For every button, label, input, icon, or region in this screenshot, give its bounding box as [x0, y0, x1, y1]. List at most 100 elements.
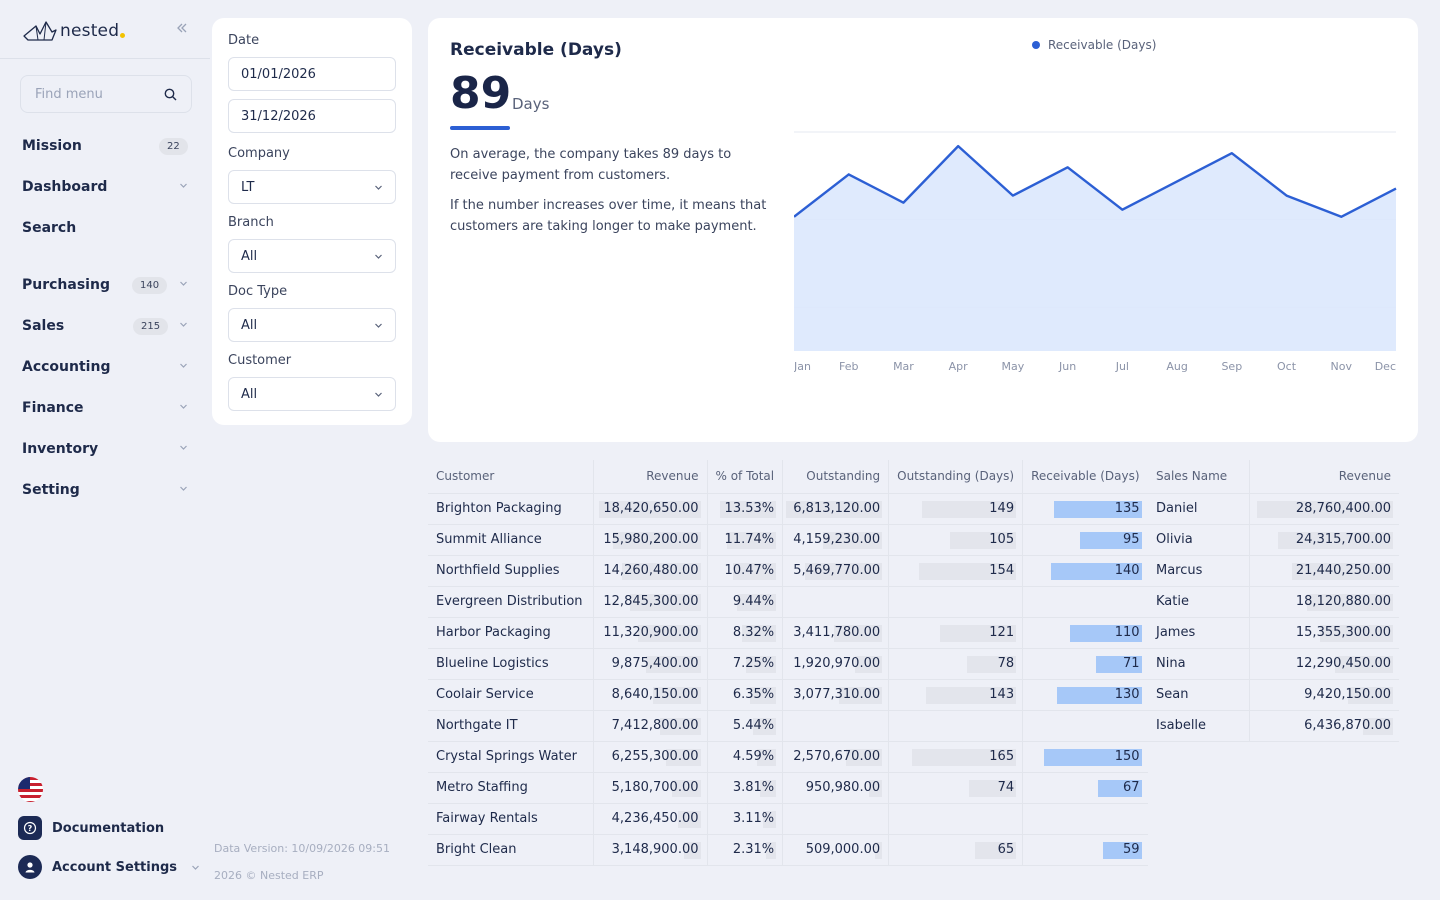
date-from-field[interactable]: 01/01/2026	[228, 57, 396, 91]
column-header-revenue[interactable]: Revenue	[593, 460, 708, 494]
pct-total-cell: 3.11%	[707, 803, 784, 835]
sidebar-item-sales[interactable]: Sales 215	[22, 314, 192, 338]
x-tick-label: Oct	[1277, 360, 1297, 373]
table-row[interactable]: Evergreen Distribution 12,845,300.00 9.44%	[428, 586, 1148, 618]
table-row[interactable]: Olivia 24,315,700.00	[1148, 524, 1399, 556]
cell-value: 9,420,150.00	[1304, 687, 1391, 702]
receivable-days-card: Receivable (Days) 89 Days On average, th…	[428, 18, 1418, 442]
sales-revenue-cell: 18,120,880.00	[1249, 586, 1399, 618]
date-from-value: 01/01/2026	[241, 66, 316, 82]
pct-total-cell: 2.31%	[707, 834, 784, 866]
search-icon[interactable]	[164, 88, 177, 101]
value-bar	[1043, 748, 1142, 766]
table-row[interactable]: Northgate IT 7,412,800.00 5.44%	[428, 710, 1148, 742]
sales-revenue-cell: 6,436,870.00	[1249, 710, 1399, 742]
table-row[interactable]: Bright Clean 3,148,900.00 2.31% 509,000.00 6…	[428, 834, 1148, 866]
legend-marker	[1032, 41, 1040, 49]
logo-dot	[120, 32, 126, 38]
value-bar	[1292, 562, 1393, 580]
table-row[interactable]: James 15,355,300.00	[1148, 617, 1399, 649]
customer-name-cell: Summit Alliance	[428, 524, 594, 556]
find-menu	[20, 75, 192, 113]
count-badge: 215	[133, 317, 169, 335]
sidebar-item-accounting[interactable]: Accounting	[22, 355, 192, 379]
sidebar-item-inventory[interactable]: Inventory	[22, 437, 192, 461]
outstanding-cell	[782, 803, 890, 835]
sidebar-item-finance[interactable]: Finance	[22, 396, 192, 420]
customer-select[interactable]: All	[228, 377, 396, 411]
cell-value: 5,180,700.00	[611, 780, 699, 795]
value-bar	[683, 841, 701, 859]
table-row[interactable]: Crystal Springs Water 6,255,300.00 4.59% 2,…	[428, 741, 1148, 773]
table-row[interactable]: Daniel 28,760,400.00	[1148, 493, 1399, 525]
column-header-sales-name[interactable]: Sales Name	[1148, 460, 1250, 494]
value-bar	[652, 686, 701, 704]
date-to-field[interactable]: 31/12/2026	[228, 99, 396, 133]
receivable-days-cell	[1022, 586, 1148, 618]
table-row[interactable]: Brighton Packaging 18,420,650.00 13.53% 6,8…	[428, 493, 1148, 525]
sidebar-item-label: Inventory	[22, 441, 99, 457]
cell-value: 14,260,480.00	[603, 563, 699, 578]
sidebar-item-mission[interactable]: Mission 22	[22, 134, 192, 158]
cell-value: 6,436,870.00	[1304, 718, 1391, 733]
table-row[interactable]: Coolair Service 8,640,150.00 6.35% 3,077,31…	[428, 679, 1148, 711]
outstanding-days-cell	[888, 803, 1024, 835]
table-row[interactable]: Isabelle 6,436,870.00	[1148, 710, 1399, 742]
sidebar-item-search[interactable]: Search	[22, 216, 192, 240]
chart-legend[interactable]: Receivable (Days)	[1032, 38, 1156, 52]
cell-value: 6,255,300.00	[611, 749, 699, 764]
table-row[interactable]: Metro Staffing 5,180,700.00 3.81% 950,980.0…	[428, 772, 1148, 804]
outstanding-cell: 2,570,670.00	[782, 741, 890, 773]
sidebar-item-label: Finance	[22, 400, 84, 416]
column-header-sales-revenue[interactable]: Revenue	[1249, 460, 1399, 494]
account-settings-link[interactable]: Account Settings	[18, 855, 200, 879]
sidebar-item-dashboard[interactable]: Dashboard	[22, 175, 192, 199]
sidebar-item-setting[interactable]: Setting	[22, 478, 192, 502]
sidebar-item-label: Dashboard	[22, 179, 108, 195]
value-bar	[760, 779, 777, 797]
column-header-receivable-days[interactable]: Receivable (Days)	[1022, 460, 1148, 494]
outstanding-cell: 4,159,230.00	[782, 524, 890, 556]
table-row[interactable]: Sean 9,420,150.00	[1148, 679, 1399, 711]
sales-name-cell: Marcus	[1148, 555, 1250, 587]
documentation-link[interactable]: ? Documentation	[18, 816, 164, 840]
table-header-row: Sales Name Revenue	[1148, 460, 1399, 494]
table-row[interactable]: Harbor Packaging 11,320,900.00 8.32% 3,411,…	[428, 617, 1148, 649]
table-row[interactable]: Northfield Supplies 14,260,480.00 10.47% 5,…	[428, 555, 1148, 587]
us-flag-icon[interactable]	[18, 777, 43, 802]
cell-value: 24,315,700.00	[1295, 532, 1391, 547]
outstanding-days-cell: 78	[888, 648, 1024, 680]
cell-value: 4.59%	[732, 749, 775, 764]
customer-name-cell: Blueline Logistics	[428, 648, 594, 680]
value-bar	[737, 593, 777, 611]
table-row[interactable]: Katie 18,120,880.00	[1148, 586, 1399, 618]
pct-total-cell: 8.32%	[707, 617, 784, 649]
table-row[interactable]: Nina 12,290,450.00	[1148, 648, 1399, 680]
date-to-value: 31/12/2026	[241, 108, 316, 124]
company-select[interactable]: LT	[228, 170, 396, 204]
sales-table: Sales Name Revenue Daniel 28,760,400.00 Ol…	[1148, 460, 1399, 742]
table-row[interactable]: Marcus 21,440,250.00	[1148, 555, 1399, 587]
branch-select[interactable]: All	[228, 239, 396, 273]
cell-value: 3.81%	[732, 780, 775, 795]
cell-value: 509,000.00	[805, 842, 881, 857]
table-row[interactable]: Blueline Logistics 9,875,400.00 7.25% 1,920…	[428, 648, 1148, 680]
column-header-customer[interactable]: Customer	[428, 460, 594, 494]
outstanding-days-cell: 165	[888, 741, 1024, 773]
value-bar	[975, 841, 1017, 859]
pct-total-cell: 3.81%	[707, 772, 784, 804]
table-row[interactable]: Fairway Rentals 4,236,450.00 3.11%	[428, 803, 1148, 835]
column-header-outstanding-days[interactable]: Outstanding (Days)	[888, 460, 1024, 494]
customer-name-cell: Coolair Service	[428, 679, 594, 711]
column-header-pct-total[interactable]: % of Total	[707, 460, 784, 494]
logo[interactable]: nested	[22, 18, 126, 44]
area-fill	[794, 146, 1396, 351]
cell-value: 130	[1114, 687, 1140, 702]
receivable-days-cell: 59	[1022, 834, 1148, 866]
collapse-sidebar-icon[interactable]	[176, 22, 188, 38]
sidebar-item-purchasing[interactable]: Purchasing 140	[22, 273, 192, 297]
table-row[interactable]: Summit Alliance 15,980,200.00 11.74% 4,159,…	[428, 524, 1148, 556]
column-header-outstanding[interactable]: Outstanding	[782, 460, 890, 494]
find-menu-input[interactable]	[35, 86, 155, 102]
doctype-select[interactable]: All	[228, 308, 396, 342]
